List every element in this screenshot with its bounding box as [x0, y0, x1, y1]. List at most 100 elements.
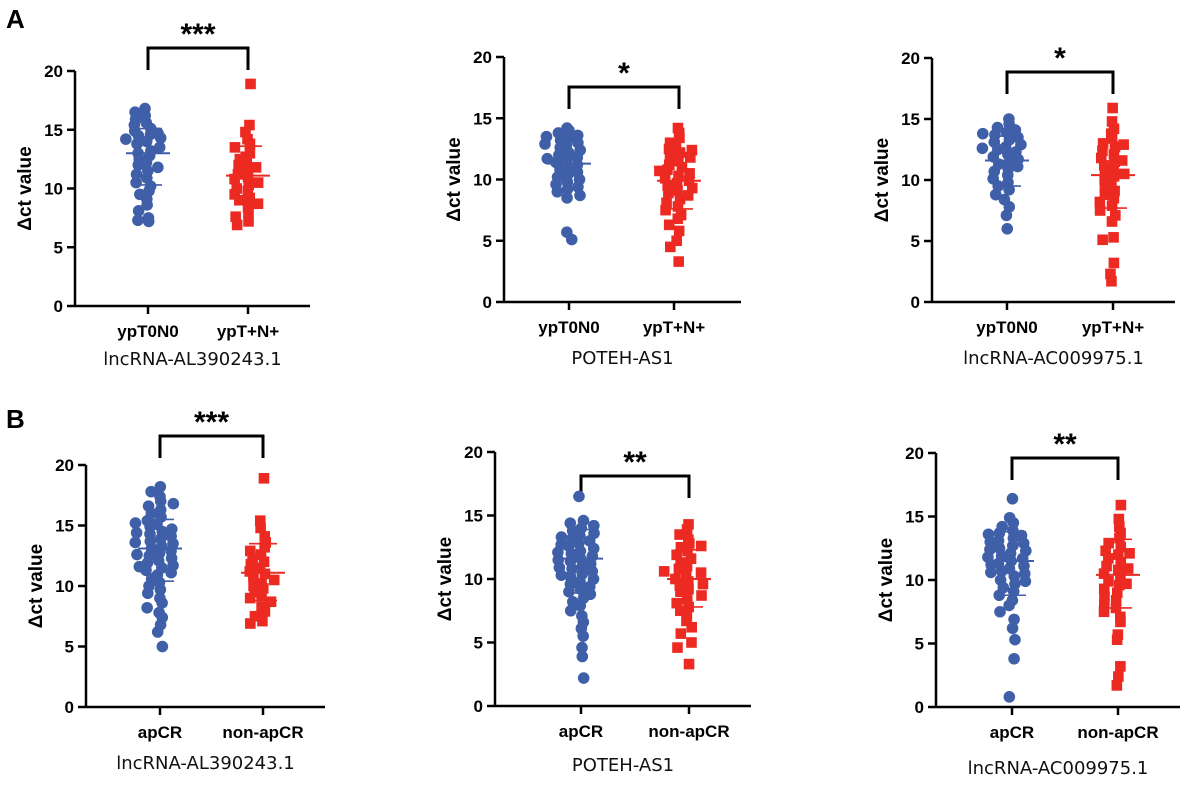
- data-point: [683, 658, 695, 670]
- y-tick-label: 5: [54, 238, 63, 257]
- data-point: [244, 545, 256, 557]
- x-tick-label: non-apCR: [222, 723, 303, 742]
- x-tick-label: apCR: [559, 722, 603, 741]
- data-point: [1108, 171, 1120, 182]
- y-tick-label: 20: [473, 48, 492, 67]
- data-point: [676, 161, 688, 173]
- y-tick-label: 5: [474, 634, 483, 653]
- data-point: [1106, 216, 1118, 227]
- chart-2: 0 5 10 15 20 ypT0N0 ypT+N+ Δct value POTEH-AS1 *: [444, 48, 741, 369]
- series-non-apCR: [241, 473, 285, 629]
- y-tick-label: 15: [473, 109, 492, 128]
- data-point: [681, 524, 693, 535]
- data-point: [1121, 578, 1132, 590]
- y-tick-label: 5: [483, 232, 492, 251]
- chart-6: 0 5 10 15 20 apCR non-apCR Δct value lncRNA-AC00…: [876, 428, 1180, 779]
- data-point: [151, 626, 164, 638]
- data-point: [1103, 575, 1114, 587]
- data-point: [1113, 579, 1125, 591]
- data-point: [1007, 585, 1020, 598]
- chart-subtitle: POTEH-AS1: [571, 348, 673, 369]
- data-point: [131, 138, 143, 150]
- data-point: [1099, 182, 1111, 193]
- data-point: [561, 192, 573, 204]
- data-point: [231, 183, 243, 194]
- significance-label: *: [618, 57, 630, 90]
- significance-bracket: [146, 46, 250, 70]
- data-point: [258, 556, 270, 568]
- y-axis-label: Δct value: [435, 537, 456, 621]
- data-point: [661, 197, 672, 209]
- data-point: [1098, 568, 1110, 579]
- data-point: [994, 605, 1006, 618]
- y-tick-label: 0: [65, 698, 74, 717]
- data-point: [563, 585, 575, 598]
- data-point: [142, 587, 154, 600]
- y-tick-label: 0: [483, 293, 492, 312]
- data-point: [130, 168, 143, 181]
- series-ypT0N0: [120, 102, 170, 228]
- data-point: [245, 558, 257, 570]
- data-point: [670, 141, 682, 152]
- data-point: [672, 185, 683, 196]
- x-tick-label: ypT+N+: [1082, 318, 1144, 337]
- data-point: [654, 165, 665, 177]
- x-tick-label: ypT0N0: [538, 318, 599, 337]
- x-tick-label: non-apCR: [1077, 723, 1158, 742]
- data-point: [681, 561, 693, 572]
- data-point: [259, 606, 271, 617]
- y-tick-label: 10: [464, 570, 483, 589]
- data-point: [1098, 160, 1110, 171]
- data-point: [1111, 680, 1123, 691]
- data-point: [1122, 563, 1134, 574]
- data-point: [259, 568, 271, 580]
- y-tick-label: 0: [54, 297, 63, 316]
- data-point: [129, 536, 142, 549]
- significance-label: **: [623, 446, 647, 479]
- data-point: [1094, 196, 1106, 208]
- data-point: [1114, 521, 1125, 532]
- data-point: [250, 162, 262, 173]
- data-point: [247, 552, 258, 564]
- significance-bracket: [1010, 456, 1120, 480]
- data-point: [1001, 223, 1014, 235]
- data-point: [1006, 622, 1019, 635]
- data-point: [259, 531, 271, 542]
- data-point: [229, 142, 241, 153]
- data-point: [1124, 548, 1135, 559]
- data-point: [1106, 133, 1118, 144]
- series-apCR: [982, 492, 1034, 703]
- data-point: [663, 143, 675, 155]
- data-point: [132, 205, 145, 217]
- significance-label: *: [1054, 42, 1066, 75]
- data-point: [1098, 583, 1110, 595]
- data-point: [1094, 205, 1106, 216]
- data-point: [255, 522, 266, 534]
- data-point: [152, 161, 164, 174]
- chart-subtitle: lncRNA-AL390243.1: [116, 753, 295, 774]
- data-point: [244, 592, 256, 604]
- data-point: [671, 549, 682, 561]
- chart-subtitle: lncRNA-AC009975.1: [968, 758, 1149, 779]
- data-point: [1008, 613, 1020, 626]
- data-point: [1109, 156, 1121, 167]
- data-point: [576, 650, 589, 663]
- data-point: [233, 159, 244, 171]
- data-point: [229, 189, 241, 200]
- data-point: [1115, 572, 1126, 583]
- data-point: [674, 529, 685, 540]
- data-point: [1098, 606, 1110, 618]
- data-point: [985, 566, 997, 579]
- data-point: [245, 78, 256, 90]
- y-tick-label: 20: [464, 443, 483, 462]
- data-point: [130, 526, 143, 539]
- y-tick-label: 0: [915, 698, 924, 717]
- x-tick-label: apCR: [990, 723, 1034, 742]
- data-point: [248, 571, 259, 582]
- series-ypT0N0: [539, 122, 591, 246]
- data-point: [1105, 268, 1116, 280]
- data-point: [258, 473, 270, 484]
- data-point: [240, 126, 251, 138]
- y-tick-label: 5: [911, 232, 920, 251]
- data-point: [574, 189, 586, 202]
